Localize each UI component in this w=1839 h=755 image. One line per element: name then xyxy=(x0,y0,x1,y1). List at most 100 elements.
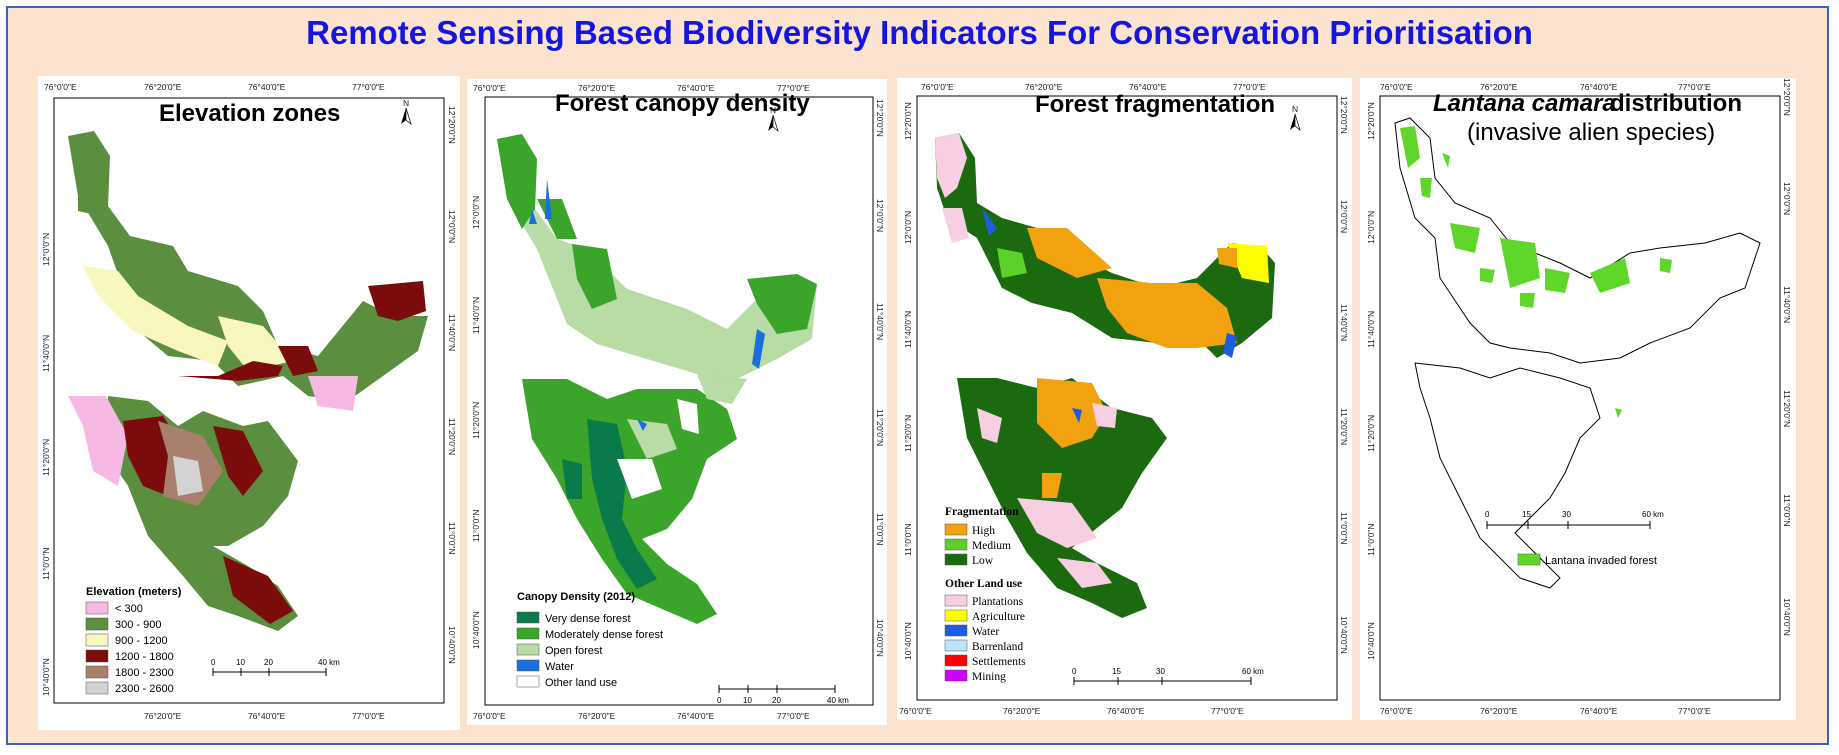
right-tick: 11°20'0"N xyxy=(1782,390,1792,427)
top-tick: 76°40'0"E xyxy=(677,83,715,93)
left-tick: 11°0'0"N xyxy=(471,510,481,542)
svg-text:N: N xyxy=(1292,104,1298,114)
left-tick: 10°40'0"N xyxy=(903,622,913,660)
svg-text:15: 15 xyxy=(1112,667,1121,676)
svg-text:0: 0 xyxy=(1485,510,1490,519)
fragmentation-map-panel: 76°0'0"E 76°20'0"E 76°40'0"E 77°0'0"E 76… xyxy=(897,78,1352,720)
right-tick: 11°40'0"N xyxy=(1782,286,1792,323)
bottom-tick: 77°0'0"E xyxy=(777,711,810,721)
elevation-map-panel: 76°0'0"E 76°20'0"E 76°40'0"E 77°0'0"E 76… xyxy=(38,76,460,730)
right-tick: 10°40'0"N xyxy=(875,619,885,657)
svg-text:Water: Water xyxy=(972,626,999,638)
top-tick: 76°0'0"E xyxy=(44,82,77,92)
poster-title: Remote Sensing Based Biodiversity Indica… xyxy=(306,14,1533,51)
right-tick: 11°0'0"N xyxy=(1782,494,1792,526)
svg-text:20: 20 xyxy=(772,696,781,705)
right-tick: 12°0'0"N xyxy=(1782,182,1792,215)
bottom-tick: 76°40'0"E xyxy=(1580,706,1618,716)
right-tick: 11°40'0"N xyxy=(1339,304,1349,341)
legend-swatch xyxy=(516,611,540,624)
right-tick: 10°40'0"N xyxy=(1782,598,1792,636)
svg-text:Lantana invaded forest: Lantana invaded forest xyxy=(1545,555,1657,567)
svg-text:40 km: 40 km xyxy=(827,696,849,705)
svg-text:Other Land use: Other Land use xyxy=(945,578,1022,590)
canopy-map-panel: 76°0'0"E 76°20'0"E 76°40'0"E 77°0'0"E 76… xyxy=(467,79,887,725)
bottom-tick: 76°20'0"E xyxy=(1003,706,1041,716)
svg-text:Fragmentation: Fragmentation xyxy=(945,506,1019,518)
lantana-legend: Lantana invaded forest xyxy=(1517,553,1657,567)
top-tick: 76°0'0"E xyxy=(1380,82,1413,92)
right-tick: 11°0'0"N xyxy=(1339,512,1349,544)
bottom-tick: 76°20'0"E xyxy=(144,711,182,721)
svg-text:0: 0 xyxy=(1072,667,1077,676)
bottom-tick: 77°0'0"E xyxy=(352,711,385,721)
legend-swatch xyxy=(1517,553,1541,566)
svg-text:High: High xyxy=(972,525,995,537)
scale-bar: 0 15 30 60 km xyxy=(1485,510,1664,529)
elevation-legend: Elevation (meters) < 300 300 - 900 900 -… xyxy=(85,586,182,695)
svg-text:30: 30 xyxy=(1156,667,1165,676)
panel-title: Forest fragmentation xyxy=(1035,91,1275,118)
legend-swatch xyxy=(944,624,968,637)
top-tick: 76°0'0"E xyxy=(473,83,506,93)
legend-swatch xyxy=(944,538,968,551)
legend-swatch xyxy=(85,665,109,679)
legend-swatch xyxy=(85,601,109,615)
scale-bar: 0 10 20 40 km xyxy=(211,658,340,676)
bottom-tick: 76°20'0"E xyxy=(1480,706,1518,716)
top-tick: 76°20'0"E xyxy=(144,82,182,92)
left-tick: 10°40'0"N xyxy=(471,611,481,649)
top-tick: 76°20'0"E xyxy=(578,83,616,93)
left-tick: 11°40'0"N xyxy=(41,335,51,372)
legend-swatch xyxy=(85,681,109,695)
svg-text:Canopy Density (2012): Canopy Density (2012) xyxy=(517,591,635,603)
svg-text:Other land use: Other land use xyxy=(545,677,617,689)
svg-text:Moderately dense forest: Moderately dense forest xyxy=(545,629,663,641)
scale-bar: 0 10 20 40 km xyxy=(717,685,849,705)
right-tick: 12°20'0"N xyxy=(1782,78,1792,116)
right-tick: 11°40'0"N xyxy=(447,314,457,351)
left-tick: 11°0'0"N xyxy=(41,548,51,580)
right-tick: 11°20'0"N xyxy=(875,409,885,446)
left-tick: 12°0'0"N xyxy=(471,196,481,229)
bottom-tick: 76°40'0"E xyxy=(248,711,286,721)
bottom-tick: 76°40'0"E xyxy=(677,711,715,721)
canopy-region-map xyxy=(497,134,817,624)
right-tick: 12°0'0"N xyxy=(447,210,457,243)
svg-text:Settlements: Settlements xyxy=(972,656,1026,668)
svg-text:15: 15 xyxy=(1522,510,1531,519)
svg-text:Very dense forest: Very dense forest xyxy=(545,613,631,625)
canopy-legend: Canopy Density (2012) Very dense forest … xyxy=(516,591,663,689)
bottom-tick: 77°0'0"E xyxy=(1211,706,1244,716)
top-tick: 77°0'0"E xyxy=(352,82,385,92)
legend-swatch xyxy=(944,654,968,667)
right-tick: 11°40'0"N xyxy=(875,303,885,340)
panel-title: Elevation zones xyxy=(159,100,340,127)
svg-text:0: 0 xyxy=(717,696,722,705)
svg-text:Mining: Mining xyxy=(972,671,1006,683)
fragmentation-legend: Fragmentation High Medium Low Other Land… xyxy=(944,506,1026,683)
svg-text:distribution: distribution xyxy=(1610,90,1742,117)
top-tick: 76°20'0"E xyxy=(1025,82,1063,92)
north-arrow-icon: N xyxy=(768,105,779,132)
bottom-tick: 76°0'0"E xyxy=(473,711,506,721)
svg-text:Open forest: Open forest xyxy=(545,645,602,657)
panel-title: Lantana camara distribution xyxy=(1433,90,1742,117)
svg-text:40 km: 40 km xyxy=(318,658,340,667)
top-tick: 77°0'0"E xyxy=(777,83,810,93)
left-tick: 11°40'0"N xyxy=(471,297,481,334)
elevation-region-map xyxy=(68,131,428,631)
left-tick: 10°40'0"N xyxy=(1366,622,1376,660)
svg-text:Water: Water xyxy=(545,661,574,673)
svg-text:Elevation (meters): Elevation (meters) xyxy=(86,586,182,598)
svg-text:1200 - 1800: 1200 - 1800 xyxy=(115,651,174,663)
legend-swatch xyxy=(944,594,968,607)
lantana-region-map xyxy=(1394,117,1761,589)
svg-text:0: 0 xyxy=(211,658,216,667)
panel-subtitle: (invasive alien species) xyxy=(1467,119,1715,146)
svg-text:10: 10 xyxy=(236,658,245,667)
svg-text:Low: Low xyxy=(972,555,994,567)
svg-text:300 - 900: 300 - 900 xyxy=(115,619,161,631)
left-tick: 11°20'0"N xyxy=(903,415,913,452)
right-tick: 12°20'0"N xyxy=(1339,96,1349,134)
